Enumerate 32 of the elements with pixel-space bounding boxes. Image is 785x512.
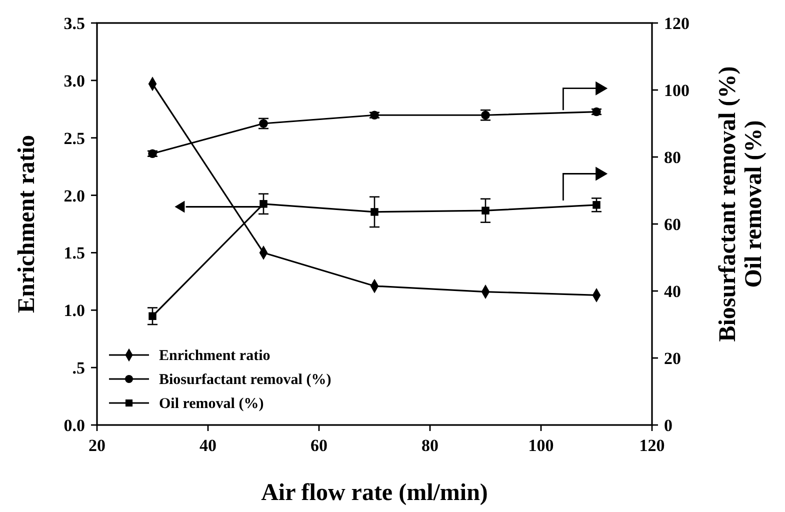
x-tick-label: 120 <box>639 436 665 455</box>
y2-tick-label: 100 <box>664 81 690 100</box>
legend-label: Oil removal (%) <box>159 396 264 412</box>
y-tick-label: 1.5 <box>64 244 85 263</box>
point <box>148 312 156 320</box>
y2-axis-title: Biosurfactant removal (%) Oil removal (%) <box>715 66 767 342</box>
y-tick-label: 2.5 <box>64 128 85 148</box>
point <box>592 201 600 209</box>
y2-tick-label: 40 <box>664 282 681 301</box>
point <box>370 208 378 216</box>
point <box>482 206 490 214</box>
y2-tick-label: 80 <box>664 148 681 167</box>
y-axis-title: Enrichment ratio <box>14 135 40 313</box>
legend-label: Biosurfactant removal (%) <box>159 372 332 388</box>
point <box>260 200 268 208</box>
y-tick-label: 3.0 <box>64 71 85 90</box>
y2-tick-label: 60 <box>664 215 681 234</box>
x-tick-label: 80 <box>422 436 438 455</box>
x-axis-title: Air flow rate (ml/min) <box>261 480 488 506</box>
x-tick-label: 40 <box>200 436 216 455</box>
legend-label: Enrichment ratio <box>159 348 270 364</box>
x-tick-label: 60 <box>310 436 328 455</box>
y-tick-label: 2.0 <box>64 186 85 206</box>
y-tick-label: .5 <box>72 358 85 378</box>
y-tick-label: 0.0 <box>64 416 85 435</box>
y-tick-label: 1.0 <box>64 301 85 320</box>
x-tick-label: 100 <box>528 436 554 455</box>
y2-tick-label: 120 <box>664 14 690 33</box>
y2-tick-label: 0 <box>664 416 672 435</box>
x-tick-label: 20 <box>88 436 106 455</box>
y2-tick-label: 20 <box>664 349 681 368</box>
y-tick-label: 3.5 <box>64 14 85 33</box>
